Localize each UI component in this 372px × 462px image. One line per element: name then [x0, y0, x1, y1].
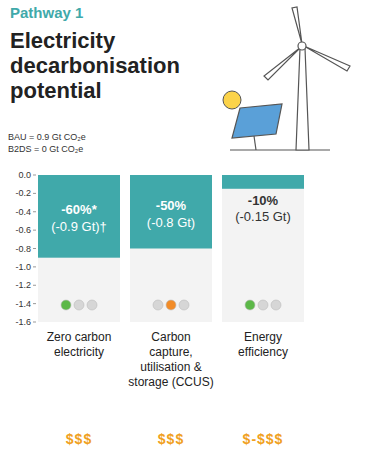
y-tick	[33, 211, 36, 212]
y-tick-label: -0.6	[15, 225, 31, 235]
y-tick	[33, 230, 36, 231]
feasibility-light	[153, 300, 163, 310]
turbine-blade	[292, 7, 302, 44]
feasibility-light-lit	[166, 300, 176, 310]
title: Electricity decarbonisation potential	[10, 28, 206, 103]
y-tick-label: -1.4	[15, 299, 31, 309]
y-tick	[33, 303, 36, 304]
category-label: Carbon capture, utilisation & storage (C…	[128, 330, 214, 390]
feasibility-light	[87, 300, 97, 310]
y-tick-label: -0.4	[15, 207, 31, 217]
bars	[38, 175, 304, 258]
share-label: -10%	[248, 193, 279, 208]
y-tick-label: -1.2	[15, 280, 31, 290]
y-tick	[33, 175, 36, 176]
feasibility-light	[258, 300, 268, 310]
y-tick-label: -0.2	[15, 188, 31, 198]
y-tick-label: -0.8	[15, 244, 31, 254]
ground-line	[230, 149, 330, 150]
illustration	[223, 7, 350, 150]
data-label: (-0.8 Gt)	[147, 215, 195, 230]
y-tick-label: -1.6	[15, 317, 31, 327]
column-background	[130, 175, 212, 322]
cost-label: $$$	[66, 431, 92, 447]
solar-stand	[254, 136, 256, 150]
turbine-hub	[298, 42, 306, 50]
feasibility-light-lit	[61, 300, 71, 310]
category-label: Zero carbon electricity	[36, 330, 122, 360]
data-label: (-0.9 Gt)†	[51, 219, 107, 234]
share-label: -60%*	[61, 202, 97, 217]
solar-panel	[232, 104, 282, 138]
feasibility-light	[74, 300, 84, 310]
chart-svg: BAU = 0.9 Gt CO₂e B2DS = 0 Gt CO₂e 0.0 -0.2…	[0, 0, 372, 462]
y-tick-label: 0.0	[18, 170, 31, 180]
bar	[38, 175, 120, 258]
data-label: (-0.15 Gt)	[235, 209, 291, 224]
y-tick	[33, 193, 36, 194]
category-label: Energy efficiency	[220, 330, 306, 360]
y-tick	[33, 322, 36, 323]
column-background	[222, 175, 304, 322]
cost-label: $-$$$	[243, 431, 284, 447]
feasibility-light-lit	[245, 300, 255, 310]
annotation: B2DS = 0 Gt CO₂e	[8, 144, 83, 154]
page: Pathway 1 Electricity decarbonisation pot…	[0, 0, 372, 462]
sun-icon	[223, 91, 241, 109]
cost-label: $$$	[158, 431, 184, 447]
y-tick-label: -1.0	[15, 262, 31, 272]
bar	[130, 175, 212, 249]
feasibility-light	[179, 300, 189, 310]
bar	[222, 175, 304, 189]
y-tick	[33, 266, 36, 267]
turbine-blade	[304, 46, 350, 71]
y-tick	[33, 248, 36, 249]
feasibility-light	[271, 300, 281, 310]
turbine-tower	[296, 48, 309, 150]
y-tick	[33, 285, 36, 286]
subtitle: Pathway 1	[10, 4, 83, 21]
turbine-blade	[264, 47, 301, 80]
share-label: -50%	[156, 198, 187, 213]
annotation: BAU = 0.9 Gt CO₂e	[8, 132, 86, 142]
column-background	[38, 175, 120, 322]
